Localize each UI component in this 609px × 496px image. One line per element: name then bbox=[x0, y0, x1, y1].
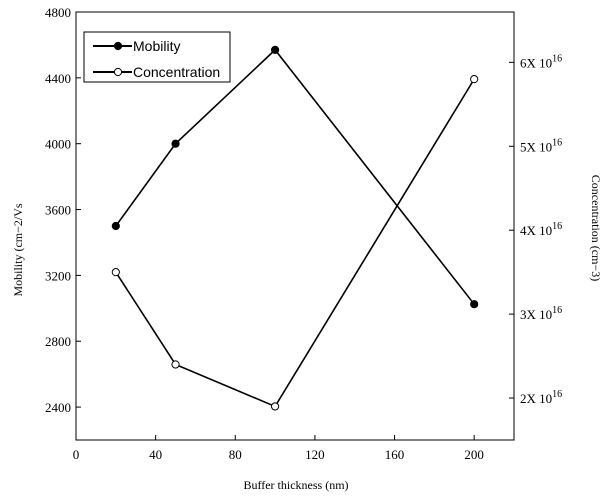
right-y-tick-base: 3X 10 bbox=[520, 307, 552, 322]
legend-marker-concentration bbox=[113, 67, 123, 77]
series-line-concentration bbox=[115, 78, 475, 408]
left-y-tick-label: 2800 bbox=[45, 334, 71, 349]
data-point-mobility bbox=[171, 139, 180, 148]
left-y-tick-label: 4400 bbox=[45, 71, 71, 86]
data-point-concentration bbox=[111, 268, 120, 277]
data-point-mobility bbox=[270, 45, 280, 54]
x-tick-label: 200 bbox=[464, 447, 484, 462]
legend-label-concentration: Concentration bbox=[133, 64, 220, 80]
right-y-tick-exponent: 16 bbox=[552, 137, 562, 148]
right-y-axis-title: Concentration (cm−3) bbox=[589, 175, 603, 281]
x-tick-label: 40 bbox=[149, 447, 162, 462]
left-y-tick-label: 2400 bbox=[45, 400, 71, 415]
x-axis-title: Buffer thickness (nm) bbox=[243, 478, 348, 492]
legend-marker-mobility bbox=[113, 41, 123, 51]
data-point-concentration bbox=[270, 402, 280, 411]
right-y-tick-label: 6X 1016 bbox=[520, 53, 562, 70]
data-point-concentration bbox=[470, 75, 479, 84]
right-y-tick-exponent: 16 bbox=[552, 221, 562, 232]
legend-box bbox=[83, 31, 231, 83]
left-y-tick-label: 3600 bbox=[45, 203, 71, 218]
plot-frame bbox=[75, 11, 515, 441]
right-y-tick-base: 6X 10 bbox=[520, 55, 552, 70]
x-axis-ticks: 0 40 80 120 160 200 bbox=[73, 435, 484, 462]
right-y-tick-base: 2X 10 bbox=[520, 391, 552, 406]
left-y-tick-label: 3200 bbox=[45, 268, 71, 283]
left-y-axis-ticks: 2400 2800 3200 3600 4000 4400 4800 bbox=[45, 5, 81, 415]
x-tick-label: 0 bbox=[73, 447, 80, 462]
data-point-mobility bbox=[111, 221, 120, 231]
x-tick-label: 160 bbox=[385, 447, 405, 462]
right-y-tick-base: 5X 10 bbox=[520, 139, 552, 154]
right-y-tick-exponent: 16 bbox=[552, 305, 562, 316]
series-layer bbox=[111, 45, 479, 411]
right-y-tick-exponent: 16 bbox=[552, 389, 562, 400]
left-y-axis-title: Mobility (cm−2/Vs bbox=[11, 203, 25, 296]
x-tick-label: 80 bbox=[229, 447, 242, 462]
series-line-mobility bbox=[115, 48, 475, 305]
x-tick-label: 120 bbox=[305, 447, 325, 462]
right-y-tick-exponent: 16 bbox=[552, 53, 562, 64]
left-y-tick-label: 4800 bbox=[45, 5, 71, 20]
legend-label-mobility: Mobility bbox=[133, 38, 180, 54]
right-y-tick-base: 4X 10 bbox=[520, 223, 552, 238]
data-point-mobility bbox=[470, 300, 479, 309]
data-point-concentration bbox=[171, 360, 180, 369]
legend: Mobility Concentration bbox=[83, 31, 231, 83]
left-y-tick-label: 4000 bbox=[45, 137, 71, 152]
right-y-tick-label: 3X 1016 bbox=[520, 305, 562, 322]
right-y-tick-label: 5X 1016 bbox=[520, 137, 562, 154]
right-y-tick-label: 2X 1016 bbox=[520, 389, 562, 406]
right-y-tick-label: 4X 1016 bbox=[520, 221, 562, 238]
